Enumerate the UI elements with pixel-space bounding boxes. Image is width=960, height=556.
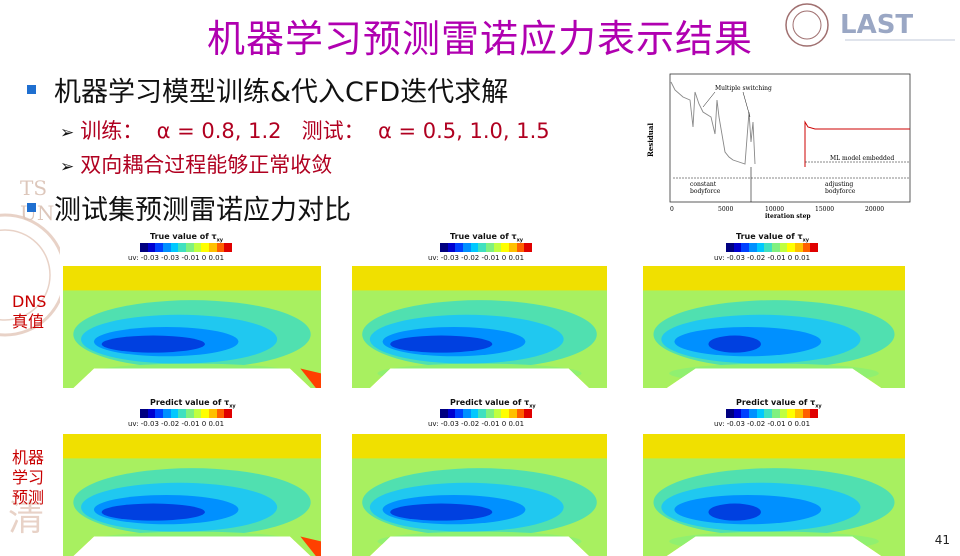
- row-label-top-1: DNS: [12, 292, 47, 311]
- xtick: 10000: [765, 206, 784, 213]
- colorbar-ticks: uv: -0.03 -0.02 -0.01 0 0.01: [428, 254, 525, 262]
- annotation-constant: constant: [690, 181, 717, 188]
- residual-red-curve: [804, 120, 910, 167]
- colorbar: [140, 409, 233, 418]
- lab-logo: LAST: [785, 3, 955, 47]
- annotation-constant-2: bodyforce: [690, 188, 721, 195]
- colorbar-title: True value of τxy: [450, 232, 524, 244]
- colorbar: [440, 243, 533, 252]
- xtick: 5000: [718, 206, 733, 213]
- colorbar-ticks: uv: -0.03 -0.02 -0.01 0 0.01: [714, 420, 811, 428]
- colorbar-ticks: uv: -0.03 -0.02 -0.01 0 0.01: [714, 254, 811, 262]
- contour-plot: [643, 434, 905, 556]
- row-label-bottom-3: 预测: [12, 488, 45, 507]
- colorbar-ticks: uv: -0.03 -0.02 -0.01 0 0.01: [428, 420, 525, 428]
- bullet-2: 测试集预测雷诺应力对比: [27, 188, 351, 227]
- contour-plot: [352, 266, 607, 388]
- logo-text: LAST: [840, 10, 913, 40]
- train-label: 训练：: [80, 119, 144, 143]
- colorbar-ticks: uv: -0.03 -0.02 -0.01 0 0.01: [128, 420, 225, 428]
- test-label: 测试：: [301, 119, 365, 143]
- svg-text:TS: TS: [20, 176, 47, 200]
- residual-convergence-chart: Residual Multiple switching ML model emb…: [646, 73, 911, 220]
- row-label-top-2: 真值: [12, 312, 45, 331]
- test-value: α = 0.5, 1.0, 1.5: [377, 119, 550, 143]
- university-watermark: TS UN 清: [0, 176, 60, 539]
- chart-xlabel: iteration step: [765, 213, 811, 220]
- page-number: 41: [934, 533, 950, 547]
- colorbar-ticks: uv: -0.03 -0.03 -0.01 0 0.01: [128, 254, 225, 262]
- subbullet-2-text: 双向耦合过程能够正常收敛: [80, 153, 333, 177]
- colorbar: [440, 409, 533, 418]
- colorbar: [140, 243, 233, 252]
- chart-ylabel: Residual: [646, 123, 655, 157]
- colorbar: [726, 243, 819, 252]
- contour-plot: [63, 434, 321, 556]
- annotation-adjusting-2: bodyforce: [825, 188, 856, 195]
- xtick: 15000: [815, 206, 834, 213]
- svg-text:UN: UN: [20, 201, 54, 225]
- xtick: 0: [670, 206, 674, 213]
- slide-title: 机器学习预测雷诺应力表示结果: [206, 17, 753, 61]
- colorbar-title: Predict value of τxy: [150, 398, 236, 410]
- bullet-1: 机器学习模型训练&代入CFD迭代求解: [27, 70, 508, 109]
- train-value: α = 0.8, 1.2: [156, 119, 282, 143]
- bullet-square-icon: [27, 203, 36, 212]
- xtick: 20000: [865, 206, 884, 213]
- annotation-ml: ML model embedded: [830, 155, 894, 162]
- row-label-bottom-1: 机器: [12, 448, 45, 467]
- bullet-2-text: 测试集预测雷诺应力对比: [54, 195, 351, 226]
- annotation-adjusting: adjusting: [825, 181, 853, 188]
- row-label-bottom-2: 学习: [12, 468, 45, 487]
- row-label-dns: DNS 真值: [12, 292, 46, 332]
- arrow-icon: ➢: [60, 123, 75, 143]
- colorbar-title: True value of τxy: [150, 232, 224, 244]
- colorbar-title: Predict value of τxy: [736, 398, 822, 410]
- bullet-1-text: 机器学习模型训练&代入CFD迭代求解: [54, 77, 509, 108]
- row-label-ml: 机器 学习 预测: [12, 448, 44, 508]
- annotation-switching: Multiple switching: [715, 85, 772, 92]
- contour-plot: [352, 434, 607, 556]
- residual-grey-curve: [670, 81, 756, 165]
- contour-plot: [63, 266, 321, 388]
- subbullet-1: ➢ 训练： α = 0.8, 1.2 测试： α = 0.5, 1.0, 1.5: [60, 115, 550, 145]
- bullet-square-icon: [27, 85, 36, 94]
- subbullet-2: ➢ 双向耦合过程能够正常收敛: [60, 149, 332, 179]
- svg-text:清: 清: [8, 498, 44, 539]
- colorbar: [726, 409, 819, 418]
- arrow-icon: ➢: [60, 157, 75, 177]
- contour-plot: [643, 266, 905, 388]
- colorbar-title: True value of τxy: [736, 232, 810, 244]
- colorbar-title: Predict value of τxy: [450, 398, 536, 410]
